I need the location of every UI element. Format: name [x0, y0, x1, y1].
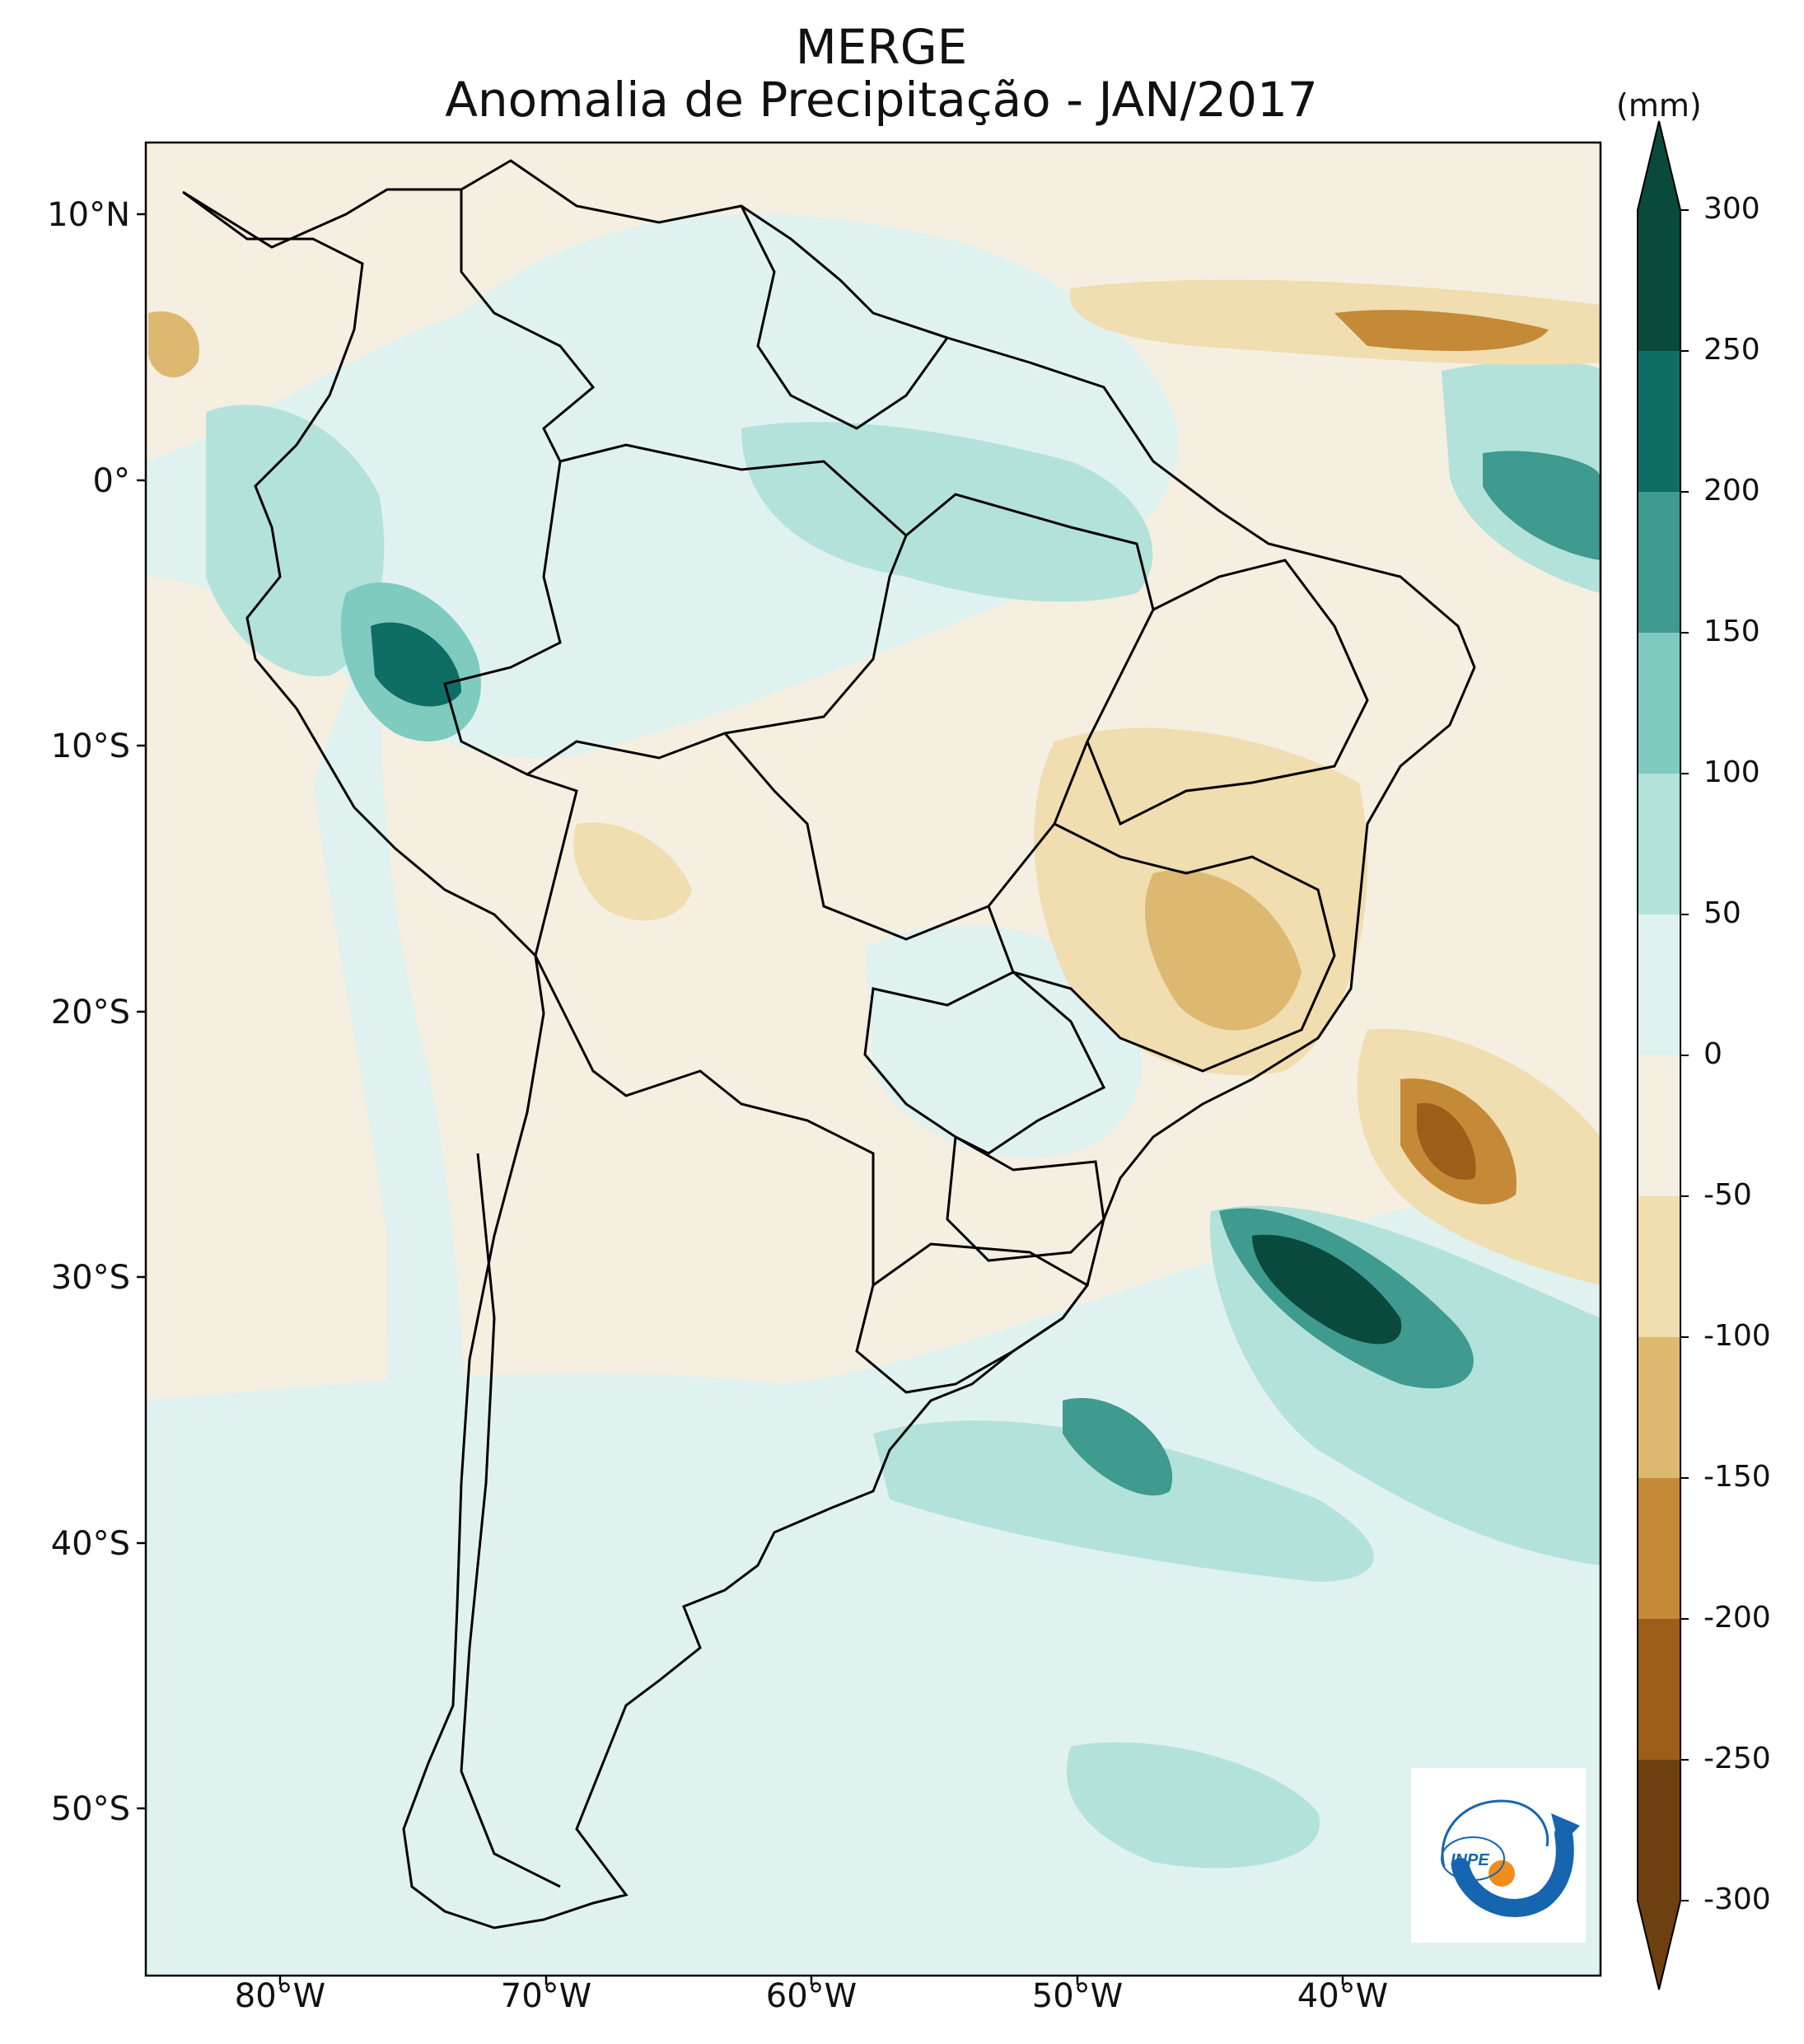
parana-border	[946, 1134, 1105, 1262]
lon-label-70w: 70°W	[500, 1977, 592, 2015]
colorbar-swatch-9	[1638, 1478, 1680, 1620]
lat-label-10n: 10°N	[47, 196, 130, 234]
positive-anomaly-buenos-aires-offshore	[1063, 1397, 1173, 1496]
colorbar-label-neg250: -250	[1704, 1742, 1771, 1775]
anomaly-field	[146, 143, 1601, 1976]
lon-label-80w: 80°W	[234, 1977, 326, 2015]
colorbar-label-neg200: -200	[1704, 1601, 1771, 1635]
chile-argentina-border	[460, 1153, 561, 1888]
colorbar-swatch-0	[1638, 210, 1680, 352]
colorbar-label-300: 300	[1704, 192, 1760, 226]
lat-label-0: 0°	[92, 462, 130, 500]
colorbar-label-0: 0	[1704, 1037, 1722, 1071]
colorbar-swatch-8	[1638, 1337, 1680, 1479]
colorbar-swatch-11	[1638, 1760, 1680, 1901]
lat-label-30s: 30°S	[50, 1259, 130, 1297]
positive-anomaly-andes-light	[313, 577, 468, 1854]
map-subtitle: Anomalia de Precipitação - JAN/2017	[445, 72, 1318, 128]
colorbar-label-150: 150	[1704, 615, 1760, 648]
map-title: MERGE	[795, 19, 968, 75]
colorbar-swatch-1	[1638, 351, 1680, 493]
colorbar-extend-min	[1638, 1901, 1680, 1990]
lat-label-10s: 10°S	[50, 727, 130, 765]
colorbar-label-neg150: -150	[1704, 1460, 1771, 1494]
positive-anomaly-north-brazil	[741, 422, 1153, 602]
lon-label-60w: 60°W	[765, 1977, 858, 2015]
venezuela-guyana-border	[740, 205, 949, 430]
colorbar-swatch-7	[1638, 1196, 1680, 1338]
inpe-logo-icon: INPE	[1441, 1799, 1580, 1917]
colorbar-label-250: 250	[1704, 333, 1760, 367]
lat-label-20s: 20°S	[50, 994, 130, 1031]
positive-anomaly-equatorial-dark	[1483, 451, 1601, 560]
colorbar-label-100: 100	[1704, 755, 1760, 789]
lat-ticks	[137, 213, 146, 1810]
bolivia-chile-border	[526, 773, 578, 957]
negative-anomaly-pacific-panama	[148, 311, 199, 378]
colorbar-swatch-10	[1638, 1619, 1680, 1761]
colorbar-extend-max	[1638, 121, 1680, 210]
inpe-logo-text: INPE	[1451, 1851, 1489, 1869]
negative-anomaly-minas-gerais	[1145, 870, 1302, 1031]
positive-anomaly-peru-max	[371, 622, 461, 707]
northeast-state-border	[1086, 559, 1369, 826]
colorbar	[1637, 120, 1689, 1990]
lon-label-50w: 50°W	[1031, 1977, 1124, 2015]
argentina-north-border	[534, 955, 875, 1285]
lon-label-40w: 40°W	[1297, 1977, 1389, 2015]
positive-anomaly-ecuador	[206, 405, 385, 676]
negative-anomaly-southeast-atlantic-max	[1417, 1102, 1476, 1180]
rio-grande-sul-border	[855, 1242, 1090, 1394]
negative-anomaly-north-atlantic-max	[1334, 310, 1549, 351]
colorbar-swatch-3	[1638, 633, 1680, 774]
positive-anomaly-atlantic-max	[1252, 1234, 1402, 1345]
colorbar-swatch-6	[1638, 1055, 1680, 1197]
para-mato-grosso-border	[723, 493, 1155, 941]
lat-label-50s: 50°S	[50, 1790, 130, 1828]
lon-ticks	[278, 1976, 1344, 1985]
colorbar-label-neg50: -50	[1704, 1178, 1752, 1212]
amazon-state-border	[443, 443, 908, 776]
colorbar-label-50: 50	[1704, 896, 1741, 930]
colorbar-unit: (mm)	[1616, 87, 1702, 124]
inpe-logo: INPE	[1411, 1768, 1586, 1943]
colorbar-swatch-2	[1638, 492, 1680, 634]
south-america-coastline	[182, 159, 1476, 1929]
colorbar-label-neg100: -100	[1704, 1319, 1771, 1353]
lat-label-40s: 40°S	[50, 1525, 130, 1563]
colorbar-label-200: 200	[1704, 474, 1760, 507]
colorbar-swatch-5	[1638, 914, 1680, 1056]
positive-anomaly-argentina-coast	[873, 1420, 1374, 1582]
colombia-border	[460, 189, 596, 462]
negative-anomaly-bolivia	[573, 822, 692, 921]
colorbar-swatch-4	[1638, 774, 1680, 915]
colorbar-label-neg300: -300	[1704, 1883, 1771, 1916]
minas-gerais-border	[987, 822, 1336, 1073]
map-frame	[144, 141, 1602, 1977]
positive-anomaly-southern-ocean	[1066, 1742, 1320, 1869]
mato-grosso-sul-border	[863, 971, 1106, 1155]
